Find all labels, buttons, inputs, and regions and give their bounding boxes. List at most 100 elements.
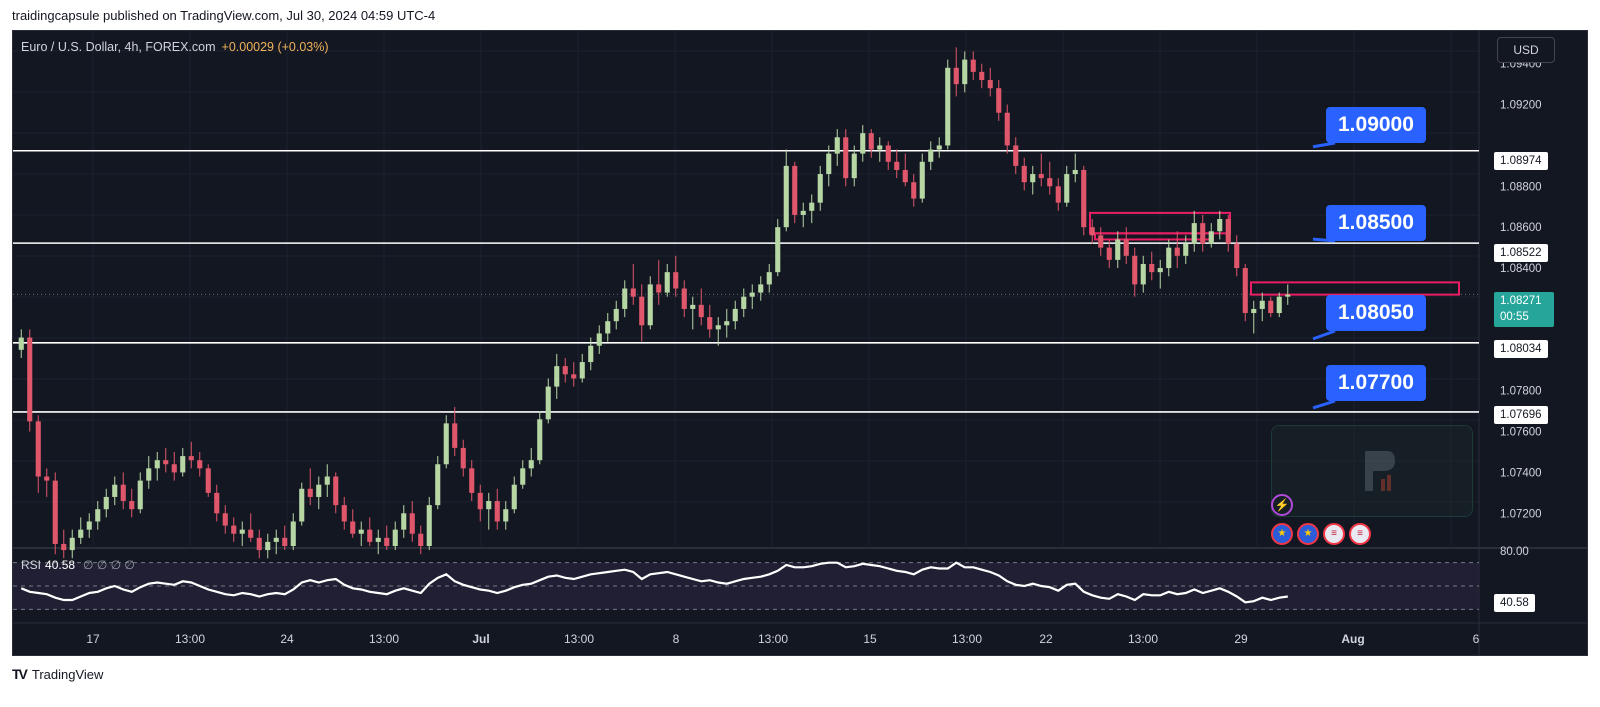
candle-body: [494, 501, 500, 522]
candle-body: [817, 174, 823, 203]
candle-body: [1225, 219, 1231, 244]
last-price-tag: 1.08271 00:55: [1494, 292, 1554, 327]
symbol-name: Euro / U.S. Dollar, 4h, FOREX.com: [21, 40, 216, 54]
candle-body: [27, 337, 33, 422]
candle-body: [1072, 169, 1078, 175]
candle-body: [103, 496, 109, 510]
rsi-name: RSI: [21, 558, 42, 572]
candle-body: [1089, 227, 1095, 236]
x-tick-label: Aug: [1341, 632, 1364, 646]
chart-frame[interactable]: 1.09400 1.09200 1.08800 1.08600 1.08400 1.078…: [12, 30, 1588, 656]
x-tick-label: 6: [1473, 632, 1480, 646]
y-tick-label: 1.07200: [1500, 508, 1542, 520]
candle-body: [231, 525, 237, 534]
x-tick-label: 13:00: [952, 632, 982, 646]
candle-body: [282, 537, 288, 546]
candle-body: [1191, 223, 1197, 244]
us-flag-icon[interactable]: ≡: [1349, 523, 1371, 545]
y-tick-label: 1.07600: [1500, 427, 1542, 439]
level-tag-2: 1.08522: [1494, 244, 1548, 262]
candle-body: [647, 284, 653, 326]
candle-body: [1013, 145, 1019, 166]
candle-body: [936, 145, 942, 150]
candle-body: [367, 529, 373, 542]
candle-body: [987, 80, 993, 89]
candle-body: [613, 308, 619, 322]
candle-body: [180, 456, 186, 473]
currency-button[interactable]: USD: [1497, 37, 1555, 63]
candle-body: [418, 533, 424, 546]
eu-flag-icon[interactable]: ★: [1271, 523, 1293, 545]
candle-body: [95, 509, 101, 522]
candle-body: [188, 456, 194, 461]
us-flag-icon[interactable]: ≡: [1323, 523, 1345, 545]
candle-body: [596, 333, 602, 346]
candle-body: [979, 71, 985, 81]
candle-body: [452, 423, 458, 448]
candle-body: [588, 345, 594, 363]
x-tick-label: 13:00: [1128, 632, 1158, 646]
candle-body: [222, 513, 228, 526]
candle-body: [1251, 308, 1257, 314]
y-tick-label: 1.08400: [1500, 263, 1542, 275]
level-callout-2: 1.08500: [1326, 205, 1426, 241]
chart-canvas[interactable]: 1.09400 1.09200 1.08800 1.08600 1.08400 1.078…: [13, 31, 1587, 655]
level-tag-4: 1.07696: [1494, 406, 1548, 424]
candle-body: [426, 505, 432, 546]
candle-body: [1183, 243, 1189, 256]
candle-body: [299, 488, 305, 522]
candle-body: [800, 210, 806, 215]
candle-body: [307, 488, 313, 497]
candle-body: [1064, 174, 1070, 203]
y-tick-label: 1.07800: [1500, 386, 1542, 398]
candle-body: [724, 321, 730, 326]
candle-body: [256, 537, 262, 551]
candle-body: [664, 272, 670, 293]
candle-body: [1217, 219, 1223, 232]
candle-body: [69, 537, 75, 551]
candle-body: [477, 492, 483, 510]
candle-body: [630, 288, 636, 297]
candle-body: [1200, 223, 1206, 244]
candle-body: [52, 480, 58, 544]
level-tag-3: 1.08034: [1494, 340, 1548, 358]
flash-icon[interactable]: ⚡: [1271, 494, 1293, 516]
candle-body: [681, 288, 687, 309]
rsi-params: ∅ ∅ ∅ ∅: [83, 558, 135, 572]
rsi-line: [20, 561, 1288, 604]
candle-body: [783, 165, 789, 228]
candle-body: [1268, 300, 1274, 314]
candle-body: [809, 202, 815, 211]
x-tick-label: Jul: [472, 632, 489, 646]
candle-body: [639, 296, 645, 326]
candle-body: [758, 284, 764, 293]
candle-body: [749, 292, 755, 297]
candle-body: [1106, 247, 1112, 260]
candle-body: [78, 529, 84, 538]
candle-body: [358, 529, 364, 534]
candle-body: [1123, 239, 1129, 256]
eu-flag-icon[interactable]: ★: [1297, 523, 1319, 545]
footer-brand-text: TradingView: [31, 666, 104, 682]
last-price: 1.08271: [1500, 295, 1542, 307]
candle-body: [146, 468, 152, 481]
candle-body: [1030, 174, 1036, 183]
candle-body: [911, 182, 917, 199]
candle-body: [1242, 268, 1248, 314]
rsi-level-label: 80.00: [1500, 546, 1529, 558]
candle-body: [120, 484, 126, 502]
candle-body: [384, 537, 390, 546]
candle-body: [1098, 235, 1104, 248]
candle-body: [766, 272, 772, 285]
candle-body: [324, 476, 330, 485]
x-tick-label: 13:00: [369, 632, 399, 646]
candle-body: [171, 464, 177, 473]
candle-body: [86, 521, 92, 530]
candle-body: [826, 153, 832, 175]
candle-body: [469, 468, 475, 493]
candle-body: [571, 374, 577, 379]
callout-connector: [1312, 141, 1336, 149]
rsi-band: [13, 562, 1479, 610]
candle-body: [741, 296, 747, 309]
candle-body: [1149, 263, 1155, 273]
